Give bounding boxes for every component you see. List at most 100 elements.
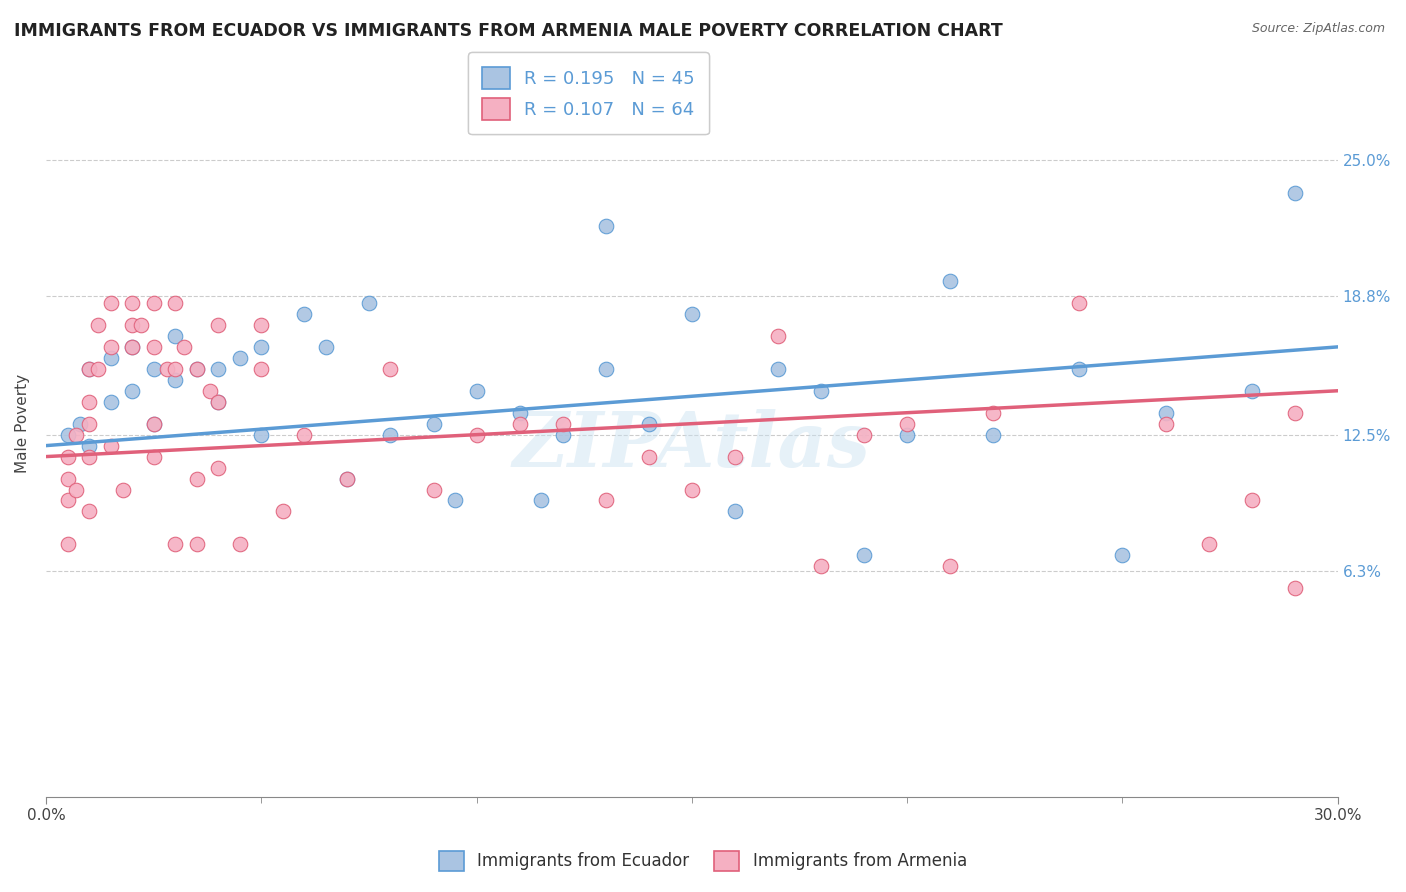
Point xyxy=(939,274,962,288)
Point xyxy=(637,450,659,464)
Point xyxy=(465,384,488,398)
Point xyxy=(77,417,100,431)
Point xyxy=(229,351,252,365)
Point xyxy=(939,559,962,574)
Point xyxy=(595,493,617,508)
Point xyxy=(121,318,143,332)
Point xyxy=(896,417,918,431)
Point xyxy=(551,417,574,431)
Text: ZIPAtlas: ZIPAtlas xyxy=(513,409,870,483)
Point xyxy=(69,417,91,431)
Point xyxy=(77,450,100,464)
Y-axis label: Male Poverty: Male Poverty xyxy=(15,374,30,474)
Point xyxy=(1284,186,1306,201)
Point xyxy=(465,427,488,442)
Point xyxy=(121,384,143,398)
Point xyxy=(56,493,79,508)
Text: Source: ZipAtlas.com: Source: ZipAtlas.com xyxy=(1251,22,1385,36)
Point xyxy=(56,450,79,464)
Legend: Immigrants from Ecuador, Immigrants from Armenia: Immigrants from Ecuador, Immigrants from… xyxy=(430,842,976,880)
Point xyxy=(155,361,177,376)
Point xyxy=(77,361,100,376)
Point xyxy=(186,361,208,376)
Point xyxy=(186,361,208,376)
Point xyxy=(100,351,122,365)
Point xyxy=(1154,406,1177,420)
Point xyxy=(165,361,187,376)
Point xyxy=(1240,493,1263,508)
Point xyxy=(336,471,359,485)
Point xyxy=(1198,537,1220,551)
Point xyxy=(444,493,467,508)
Point xyxy=(422,417,444,431)
Point xyxy=(509,406,531,420)
Point xyxy=(77,394,100,409)
Point xyxy=(336,471,359,485)
Point xyxy=(121,340,143,354)
Point xyxy=(121,296,143,310)
Point xyxy=(1111,549,1133,563)
Point xyxy=(853,549,876,563)
Point xyxy=(250,340,273,354)
Point xyxy=(380,361,402,376)
Point xyxy=(207,361,229,376)
Point xyxy=(724,504,747,518)
Point xyxy=(142,296,165,310)
Point xyxy=(129,318,152,332)
Point xyxy=(77,361,100,376)
Point xyxy=(637,417,659,431)
Point xyxy=(271,504,294,518)
Point xyxy=(1240,384,1263,398)
Point xyxy=(165,329,187,343)
Point xyxy=(766,361,789,376)
Point xyxy=(100,439,122,453)
Point xyxy=(56,537,79,551)
Point xyxy=(77,439,100,453)
Point xyxy=(65,483,87,497)
Point xyxy=(1284,406,1306,420)
Point xyxy=(100,340,122,354)
Point xyxy=(681,483,703,497)
Point xyxy=(86,318,108,332)
Point xyxy=(77,504,100,518)
Point xyxy=(896,427,918,442)
Point xyxy=(165,373,187,387)
Point xyxy=(207,318,229,332)
Point xyxy=(766,329,789,343)
Point xyxy=(229,537,252,551)
Point xyxy=(173,340,195,354)
Point xyxy=(142,340,165,354)
Point xyxy=(142,450,165,464)
Point xyxy=(422,483,444,497)
Point xyxy=(56,471,79,485)
Point xyxy=(207,460,229,475)
Point xyxy=(1069,296,1091,310)
Point xyxy=(1284,581,1306,595)
Point xyxy=(186,537,208,551)
Legend: R = 0.195   N = 45, R = 0.107   N = 64: R = 0.195 N = 45, R = 0.107 N = 64 xyxy=(468,53,709,134)
Point xyxy=(207,394,229,409)
Point xyxy=(112,483,135,497)
Point xyxy=(198,384,221,398)
Point xyxy=(142,417,165,431)
Point xyxy=(530,493,553,508)
Point xyxy=(100,296,122,310)
Point xyxy=(810,559,832,574)
Point xyxy=(207,394,229,409)
Point xyxy=(186,471,208,485)
Point xyxy=(142,417,165,431)
Point xyxy=(250,361,273,376)
Point xyxy=(551,427,574,442)
Point xyxy=(292,307,315,321)
Point xyxy=(724,450,747,464)
Point xyxy=(810,384,832,398)
Point xyxy=(853,427,876,442)
Point xyxy=(1069,361,1091,376)
Point xyxy=(357,296,380,310)
Point xyxy=(981,406,1004,420)
Point xyxy=(315,340,337,354)
Point xyxy=(509,417,531,431)
Point xyxy=(681,307,703,321)
Point xyxy=(380,427,402,442)
Point xyxy=(142,361,165,376)
